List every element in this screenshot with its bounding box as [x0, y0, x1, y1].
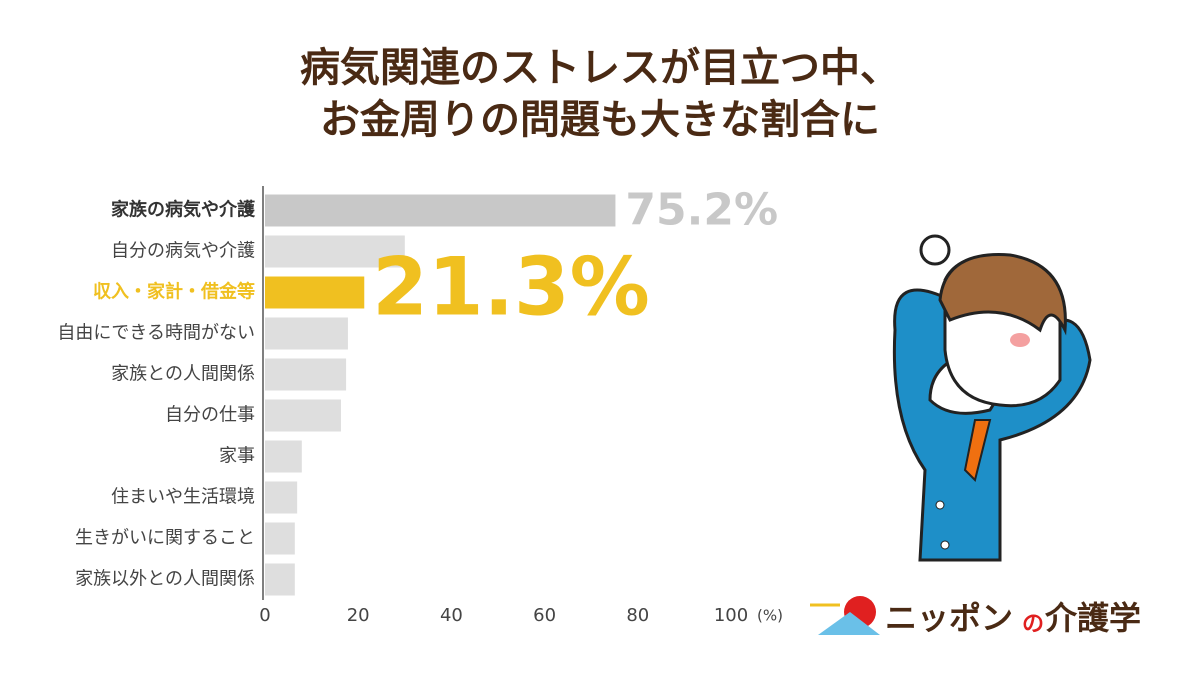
y-tick-label: 住まいや生活環境 [111, 487, 255, 508]
y-tick-label: 収入・家計・借金等 [93, 281, 255, 303]
value-label: 21.3% [372, 240, 650, 333]
bar [265, 235, 405, 268]
logo-text: ニッポン [885, 599, 1013, 637]
logo [810, 596, 880, 635]
value-label: 75.2% [625, 185, 778, 236]
bar [265, 440, 302, 473]
bar [265, 522, 295, 555]
x-tick-label: 0 [259, 605, 270, 626]
y-tick-label: 自分の病気や介護 [111, 241, 255, 262]
bar [265, 563, 295, 596]
x-tick-label: 20 [347, 605, 370, 626]
bar [265, 276, 365, 309]
x-tick-label: 60 [533, 605, 556, 626]
y-tick-label: 自由にできる時間がない [57, 323, 255, 344]
x-axis-label: (%) [757, 607, 783, 625]
chart-title: 病気関連のストレスが目立つ中、 [300, 45, 900, 91]
x-tick-label: 40 [440, 605, 463, 626]
chart-title: お金周りの問題も大きな割合に [320, 97, 880, 143]
bar [265, 317, 348, 350]
y-tick-label: 家族の病気や介護 [111, 199, 256, 221]
bar [265, 358, 347, 391]
y-tick-label: 家事 [219, 446, 255, 467]
logo-text: 介護学 [1044, 599, 1141, 637]
x-tick-label: 100 [714, 605, 748, 626]
x-tick-label: 80 [626, 605, 649, 626]
y-tick-label: 家族との人間関係 [111, 364, 255, 385]
logo-text: の [1022, 612, 1044, 637]
illustration [892, 234, 1092, 562]
y-tick-label: 生きがいに関すること [75, 528, 255, 549]
y-tick-label: 家族以外との人間関係 [75, 569, 255, 590]
bar [265, 194, 616, 227]
bar [265, 399, 341, 432]
y-tick-label: 自分の仕事 [165, 405, 255, 426]
bar [265, 481, 298, 514]
